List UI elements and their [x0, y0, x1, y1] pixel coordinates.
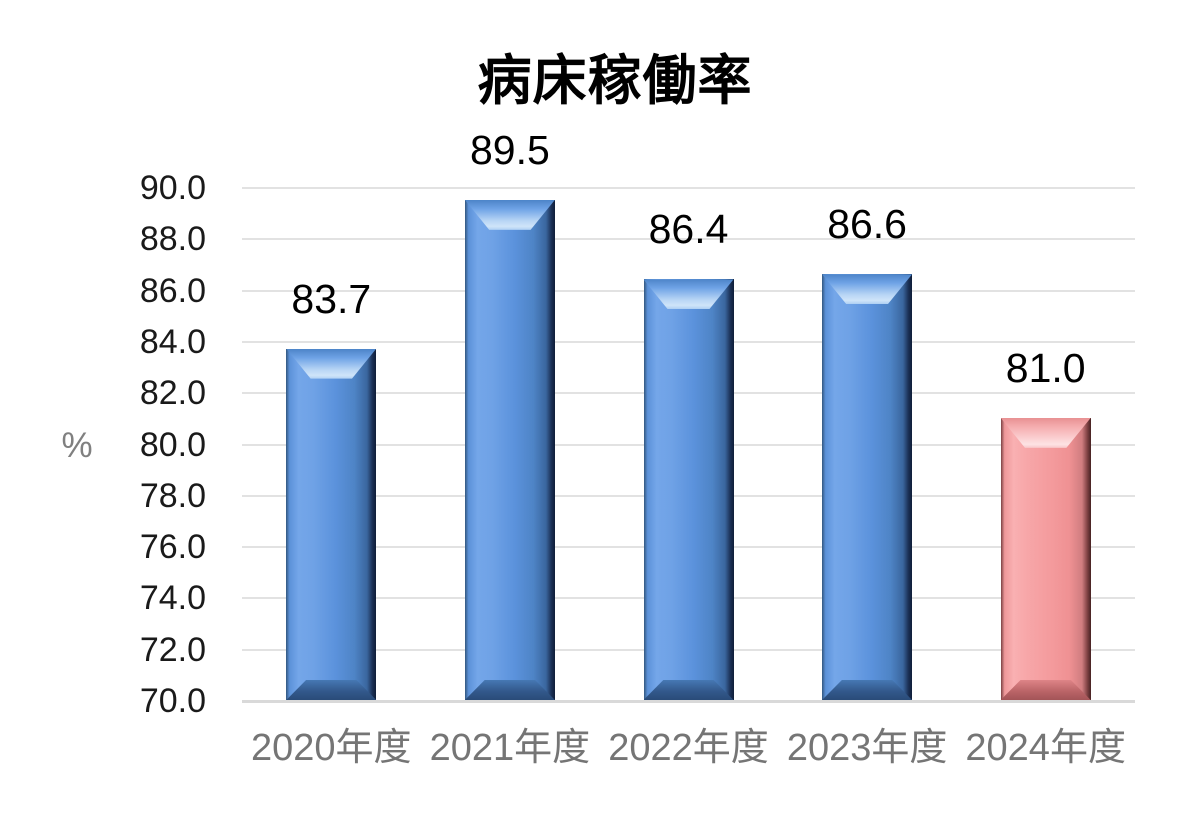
y-tick-label: 84.0	[139, 322, 206, 361]
y-tick-label: 90.0	[139, 169, 206, 207]
y-axis-unit-label: %	[61, 426, 93, 465]
y-tick-label: 70.0	[139, 682, 206, 720]
data-label: 81.0	[1005, 344, 1086, 391]
y-tick-label: 78.0	[139, 476, 206, 515]
bar-bottom-bevel	[286, 679, 377, 700]
x-category-label: 2020年度	[251, 727, 412, 769]
y-tick-label: 76.0	[139, 528, 206, 567]
bar-top-bevel	[822, 274, 913, 305]
data-label: 89.5	[469, 126, 550, 173]
bar-top-bevel	[643, 279, 734, 310]
bar-2022年度	[643, 279, 734, 700]
bar-bottom-bevel	[643, 679, 734, 700]
bar-bottom-bevel	[1000, 679, 1091, 700]
gridline	[242, 238, 1135, 241]
x-category-label: 2021年度	[429, 727, 591, 769]
bar-2024年度	[1000, 417, 1091, 700]
data-label: 86.6	[827, 201, 907, 248]
bar-bottom-bevel	[464, 679, 555, 700]
bar-bottom-bevel	[822, 679, 913, 700]
y-tick-label: 74.0	[139, 579, 206, 618]
bar-top-bevel	[286, 348, 377, 379]
bar-2021年度	[464, 199, 555, 700]
bar-2020年度	[286, 348, 377, 700]
x-category-label: 2024年度	[965, 727, 1126, 769]
y-tick-label: 82.0	[139, 374, 206, 413]
bar-top-bevel	[464, 199, 555, 230]
bar-2023年度	[822, 274, 913, 700]
bar-top-bevel	[1000, 417, 1091, 448]
x-category-label: 2023年度	[786, 727, 948, 769]
y-tick-label: 80.0	[139, 425, 206, 464]
data-label: 83.7	[291, 275, 372, 322]
gridline	[242, 187, 1135, 189]
x-category-label: 2022年度	[608, 727, 769, 769]
x-axis-line	[242, 700, 1135, 703]
y-tick-label: 86.0	[139, 271, 206, 310]
y-tick-label: 88.0	[139, 220, 206, 259]
chart-title: 病床稼働率	[477, 51, 753, 111]
y-tick-label: 72.0	[139, 630, 206, 669]
data-label: 86.4	[648, 206, 729, 253]
